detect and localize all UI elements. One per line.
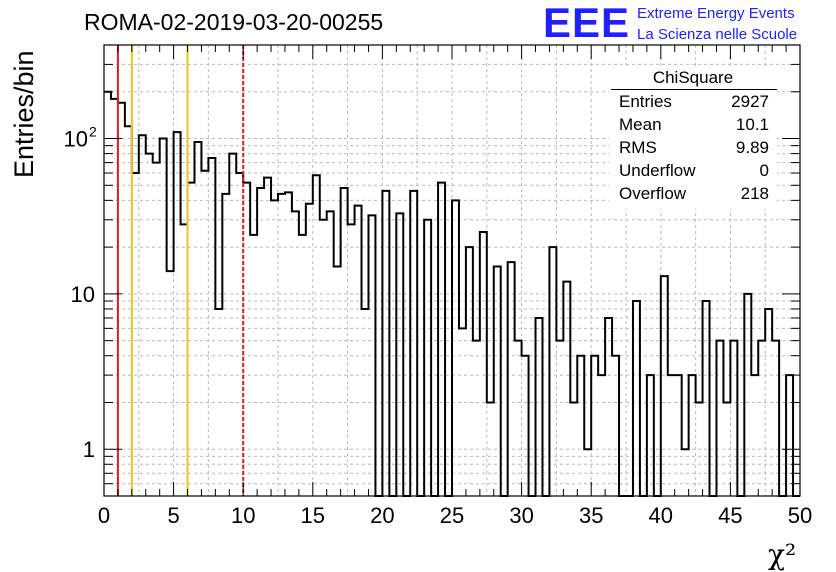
stats-key: Mean bbox=[619, 115, 662, 134]
stats-value: 218 bbox=[740, 184, 769, 203]
y-tick-label: 10 bbox=[64, 127, 88, 152]
stats-box: ChiSquare Entries 2927 Mean 10.1 RMS 9.8… bbox=[609, 67, 777, 209]
run-title: ROMA-02-2019-03-20-00255 bbox=[84, 9, 384, 35]
y-axis-label: Entries/bin bbox=[9, 50, 39, 178]
stats-key: Entries bbox=[619, 92, 672, 111]
x-tick-label: 50 bbox=[788, 503, 812, 528]
stats-value: 9.89 bbox=[735, 138, 769, 157]
stats-value: 2927 bbox=[731, 92, 769, 111]
x-tick-label: 20 bbox=[370, 503, 394, 528]
stats-row-overflow: Overflow 218 bbox=[619, 184, 769, 206]
x-tick-label: 5 bbox=[167, 503, 179, 528]
x-tick-label: 45 bbox=[718, 503, 742, 528]
x-tick-label: 15 bbox=[301, 503, 325, 528]
eee-logo-mark: EEE bbox=[543, 0, 631, 46]
x-tick-label: 0 bbox=[98, 503, 110, 528]
logo-line-1: Extreme Energy Events bbox=[637, 5, 795, 22]
stats-row-entries: Entries 2927 bbox=[619, 92, 769, 114]
y-tick-exponent: 2 bbox=[89, 124, 97, 140]
x-tick-label: 25 bbox=[440, 503, 464, 528]
stats-row-rms: RMS 9.89 bbox=[619, 138, 769, 160]
x-tick-label: 35 bbox=[579, 503, 603, 528]
stats-value: 0 bbox=[759, 161, 769, 180]
x-axis-label: χ² bbox=[768, 538, 797, 571]
logo-line-2: La Scienza nelle Scuole bbox=[637, 26, 798, 43]
y-tick-label: 1 bbox=[83, 437, 95, 462]
y-tick-label: 10 bbox=[71, 282, 95, 307]
stats-value: 10.1 bbox=[735, 115, 769, 134]
stats-title-rule bbox=[611, 89, 777, 90]
stats-key: Underflow bbox=[619, 161, 696, 180]
stats-key: RMS bbox=[619, 138, 657, 157]
stats-row-underflow: Underflow 0 bbox=[619, 161, 769, 183]
stats-row-mean: Mean 10.1 bbox=[619, 115, 769, 137]
x-tick-label: 40 bbox=[649, 503, 673, 528]
x-tick-label: 30 bbox=[509, 503, 533, 528]
eee-logo: EEE Extreme Energy Events La Scienza nel… bbox=[543, 0, 833, 46]
stats-title: ChiSquare bbox=[652, 68, 734, 87]
stats-key: Overflow bbox=[619, 184, 687, 203]
x-tick-label: 10 bbox=[231, 503, 255, 528]
